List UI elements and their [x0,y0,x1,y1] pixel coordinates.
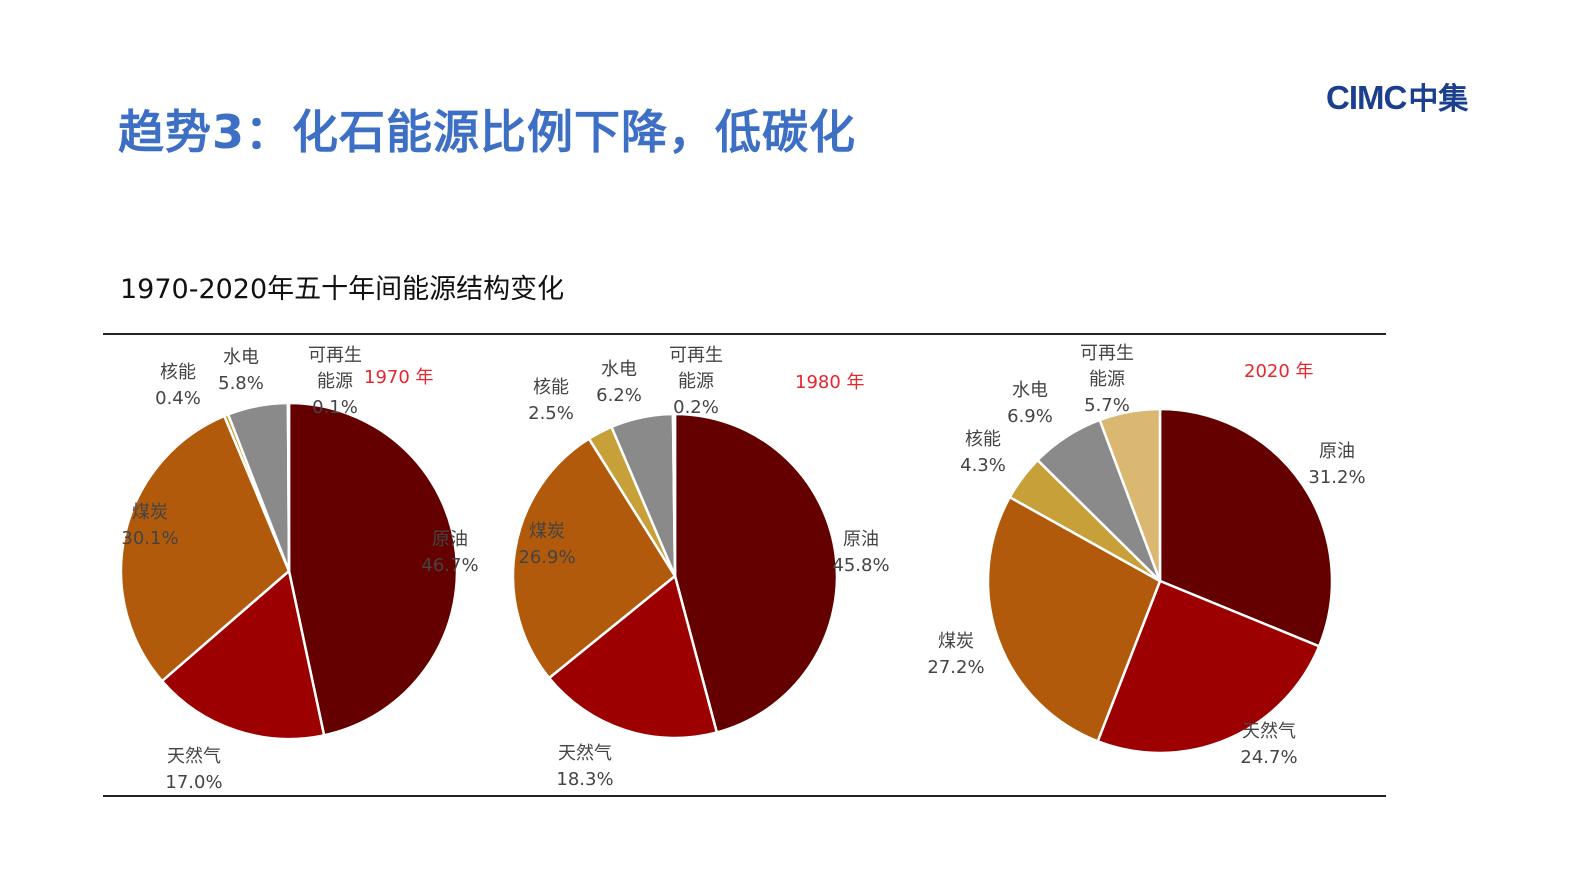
slice-value-nuclear: 4.3% [960,455,1006,476]
slice-value-natural-gas: 24.7% [1240,747,1297,768]
slice-label-nuclear: 核能 [160,362,196,383]
pie-slice-crude-oil [1158,407,1334,648]
chart-heading: 1970-2020年五十年间能源结构变化 [120,274,565,305]
slice-label-renewables: 能源 [1089,369,1125,390]
pie-slice-renewables [286,401,291,572]
pie-slice-renewables [1098,407,1162,582]
slice-label-crude-oil: 原油 [843,529,879,550]
slice-label-nuclear: 核能 [965,429,1001,450]
slice-label-renewables: 可再生 [308,345,362,366]
slice-value-hydro: 5.8% [218,373,264,394]
chart-year-label: 2020 年 [1244,361,1314,382]
chart-year-label: 1980 年 [795,372,865,393]
slice-value-coal: 26.9% [518,547,575,568]
slice-label-nuclear: 核能 [533,377,569,398]
slice-value-natural-gas: 18.3% [556,769,613,790]
pie-slice-natural-gas [160,568,326,741]
slice-value-coal: 30.1% [121,528,178,549]
slice-value-renewables: 5.7% [1084,395,1130,416]
slice-value-renewables: 0.2% [673,397,719,418]
slice-label-renewables: 能源 [317,371,353,392]
slice-label-renewables: 可再生 [1080,343,1134,364]
slice-value-renewables: 0.1% [312,397,358,418]
chart-year-label: 1970 年 [364,367,434,388]
pie-slice-crude-oil [287,401,459,737]
slice-value-nuclear: 0.4% [155,388,201,409]
slice-label-crude-oil: 原油 [432,529,468,550]
slice-label-hydro: 水电 [223,347,259,368]
slice-label-renewables: 能源 [678,371,714,392]
slice-value-natural-gas: 17.0% [165,772,222,793]
slice-label-crude-oil: 原油 [1319,441,1355,462]
pie-slice-natural-gas [547,573,719,740]
slice-label-hydro: 水电 [601,359,637,380]
slide-title: 趋势3：化石能源比例下降，低碳化 [118,105,857,159]
slice-label-natural-gas: 天然气 [167,746,221,767]
slice-value-crude-oil: 31.2% [1308,467,1365,488]
logo-latin: CIMC [1326,79,1407,116]
cimc-logo: CIMC中集 [1326,74,1468,118]
slice-label-coal: 煤炭 [132,502,168,523]
slice-label-natural-gas: 天然气 [558,743,612,764]
pie-slice-natural-gas [1096,579,1321,755]
pie-slice-coal [119,414,291,683]
slice-value-nuclear: 2.5% [528,403,574,424]
slice-label-coal: 煤炭 [529,521,565,542]
slice-label-coal: 煤炭 [938,631,974,652]
slice-value-crude-oil: 46.7% [421,555,478,576]
pie-slice-coal [511,436,677,680]
logo-chinese: 中集 [1408,82,1469,117]
slice-value-hydro: 6.2% [596,385,642,406]
pie-slice-renewables [671,412,677,577]
pie-slice-crude-oil [673,412,839,735]
slice-value-coal: 27.2% [927,657,984,678]
slice-value-crude-oil: 45.8% [832,555,889,576]
slice-value-hydro: 6.9% [1007,406,1053,427]
slice-label-renewables: 可再生 [669,345,723,366]
slice-label-hydro: 水电 [1012,380,1048,401]
slice-label-natural-gas: 天然气 [1242,721,1296,742]
